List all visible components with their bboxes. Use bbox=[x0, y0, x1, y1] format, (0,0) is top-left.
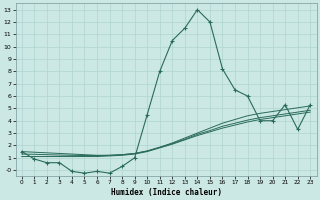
X-axis label: Humidex (Indice chaleur): Humidex (Indice chaleur) bbox=[110, 188, 221, 197]
